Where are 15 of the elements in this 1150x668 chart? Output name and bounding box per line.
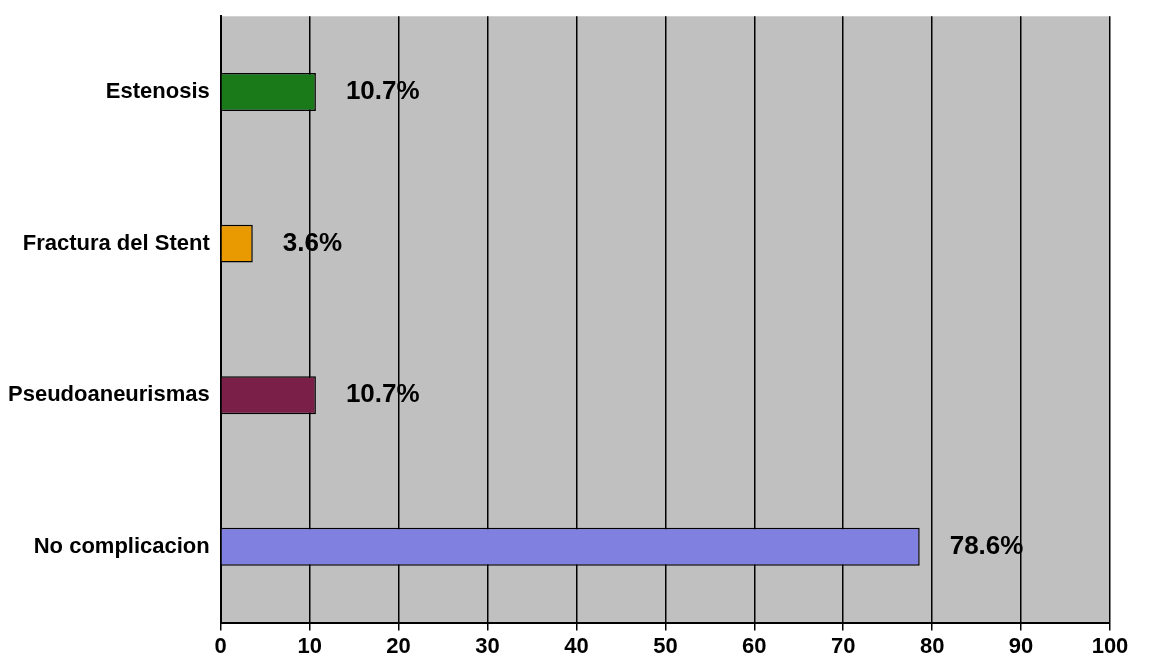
y-tick-label: Fractura del Stent: [22, 229, 211, 255]
x-tick-label: 30: [475, 632, 500, 658]
y-tick-label: No complicacion: [33, 532, 210, 558]
x-tick-label: 0: [214, 632, 227, 658]
x-tick-label: 90: [1008, 632, 1034, 658]
x-tick-label: 70: [830, 632, 856, 658]
y-tick-label: Estenosis: [105, 78, 210, 104]
x-tick-label: 50: [653, 632, 678, 658]
y-tick-label: Pseudoaneurismas: [8, 381, 210, 407]
x-tick-label: 60: [742, 632, 767, 658]
x-tick-label: 10: [297, 632, 322, 658]
x-tick-label: 20: [386, 632, 411, 658]
x-tick-label: 100: [1091, 632, 1129, 658]
x-tick-label: 80: [919, 632, 945, 658]
x-tick-label: 40: [564, 632, 589, 658]
